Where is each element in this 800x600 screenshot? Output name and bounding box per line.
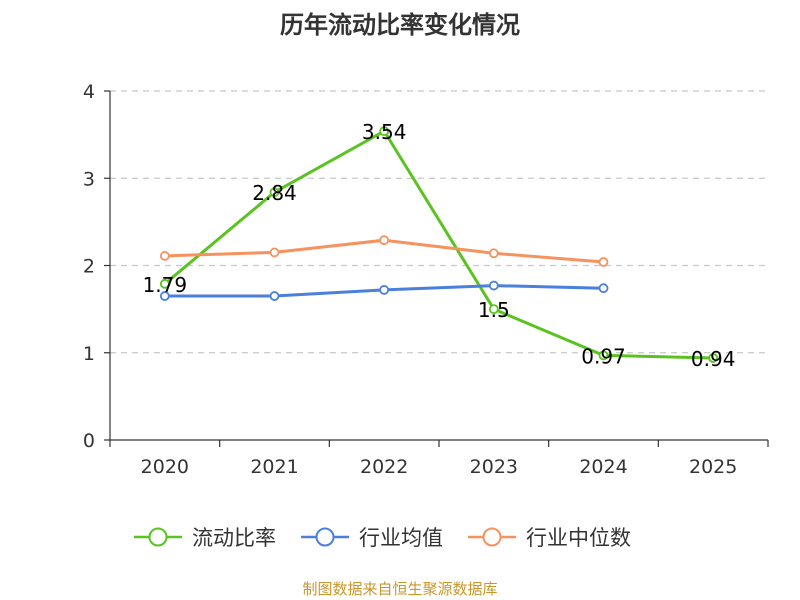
x-tick-label: 2025 <box>689 456 737 478</box>
series-2 <box>159 280 609 301</box>
data-label: 2.84 <box>252 181 297 205</box>
legend-marker-icon <box>482 527 502 547</box>
series-group <box>159 126 719 363</box>
y-tick-label: 0 <box>83 430 95 452</box>
legend-label: 行业中位数 <box>526 526 631 550</box>
y-tick-label: 2 <box>83 256 95 278</box>
legend-item-2[interactable]: 行业均值 <box>301 526 443 550</box>
y-tick-label: 3 <box>83 168 95 190</box>
legend-item-3[interactable]: 行业中位数 <box>468 526 631 550</box>
data-point[interactable] <box>598 283 609 294</box>
legend-label: 行业均值 <box>359 526 443 550</box>
legend-marker-icon <box>315 527 335 547</box>
x-tick-label: 2024 <box>579 456 627 478</box>
source-note: 制图数据来自恒生聚源数据库 <box>302 580 497 598</box>
data-point[interactable] <box>598 350 609 361</box>
data-point[interactable] <box>379 285 390 295</box>
legend-item-1[interactable]: 流动比率 <box>134 526 276 550</box>
data-label: 1.79 <box>143 273 188 297</box>
series-3 <box>159 235 609 267</box>
legend-marker-icon <box>148 527 168 547</box>
data-point[interactable] <box>269 291 280 301</box>
axes: 0 1 2 3 4 2020 2021 2022 2023 2024 2025 <box>83 81 769 478</box>
data-point[interactable] <box>488 280 499 291</box>
data-point[interactable] <box>488 248 499 259</box>
series-1 <box>159 126 719 363</box>
x-tick-label: 2020 <box>141 456 189 478</box>
data-label: 0.94 <box>691 347 736 371</box>
legend[interactable]: 流动比率 行业均值 行业中位数 <box>134 526 631 550</box>
data-point[interactable] <box>269 187 280 198</box>
x-tick-label: 2023 <box>470 456 518 478</box>
data-point[interactable] <box>598 257 609 267</box>
legend-label: 流动比率 <box>192 526 276 550</box>
y-tick-label: 4 <box>83 81 95 103</box>
data-point[interactable] <box>379 126 390 137</box>
x-tick-label: 2021 <box>250 456 298 478</box>
data-point[interactable] <box>488 304 499 315</box>
data-point[interactable] <box>269 247 280 258</box>
data-point[interactable] <box>159 278 170 289</box>
data-label: 1.5 <box>478 298 510 322</box>
series-line <box>163 129 714 360</box>
data-labels: 1.79 2.84 3.54 1.5 0.97 0.94 <box>143 120 736 371</box>
x-tick-label: 2022 <box>360 456 408 478</box>
data-label: 0.97 <box>581 344 626 368</box>
data-label: 3.54 <box>362 120 407 144</box>
data-point[interactable] <box>379 235 390 246</box>
y-tick-label: 1 <box>83 343 95 365</box>
data-point[interactable] <box>159 291 170 301</box>
data-point[interactable] <box>159 251 170 261</box>
data-point[interactable] <box>708 353 719 363</box>
chart-title: 历年流动比率变化情况 <box>280 11 520 39</box>
